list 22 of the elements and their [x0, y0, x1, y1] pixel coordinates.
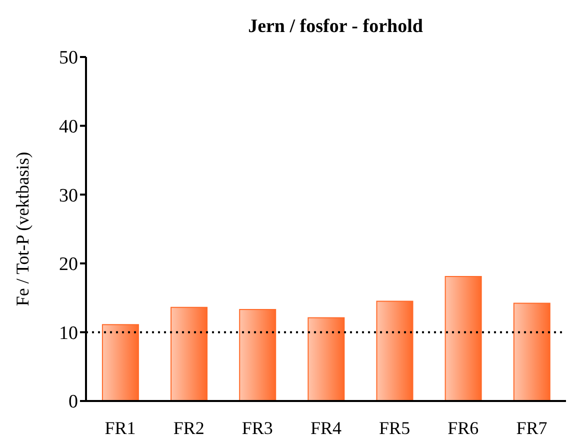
- y-tick-label: 0: [68, 392, 78, 413]
- bar: [102, 324, 139, 401]
- x-tick-label: FR6: [448, 418, 479, 438]
- y-axis-title: Fe / Tot-P (vektbasis): [12, 152, 32, 306]
- y-tick-label: 40: [59, 116, 78, 138]
- x-tick-label: FR4: [310, 418, 342, 438]
- y-tick-label: 20: [59, 254, 78, 276]
- bar: [170, 306, 208, 401]
- bar: [513, 302, 550, 401]
- x-tick-label: FR3: [242, 418, 273, 438]
- x-tick-label: FR2: [173, 418, 204, 438]
- bar: [444, 276, 482, 401]
- y-tick-label: 30: [59, 185, 78, 206]
- bar: [308, 317, 345, 401]
- bar: [239, 308, 276, 401]
- x-tick-label: FR5: [379, 418, 410, 438]
- x-tick-label: FR1: [104, 418, 136, 438]
- bar: [376, 300, 414, 401]
- y-tick-label: 10: [59, 322, 78, 344]
- y-tick-label: 50: [59, 48, 78, 69]
- x-tick-label: FR7: [516, 418, 548, 438]
- chart-title: Jern / fosfor - forhold: [247, 16, 424, 38]
